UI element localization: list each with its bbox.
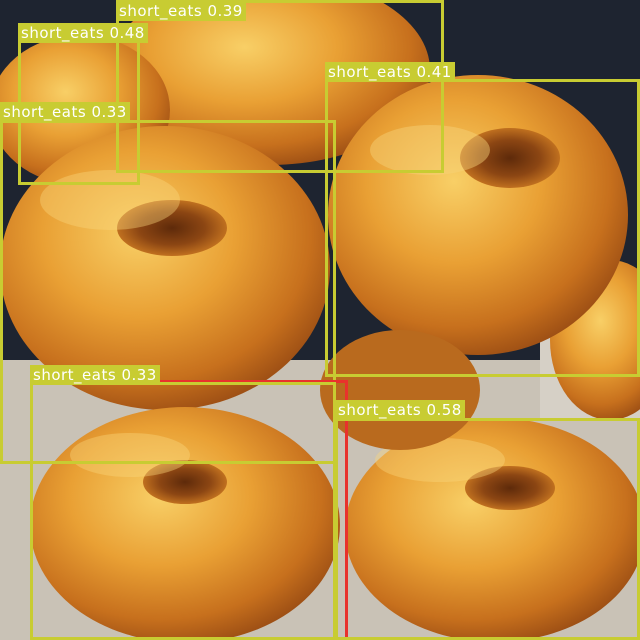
detection-label: short_eats 0.33 xyxy=(0,102,130,122)
detection-score: 0.48 xyxy=(109,24,145,42)
detection-box xyxy=(335,418,640,640)
detection-score: 0.33 xyxy=(121,366,157,384)
detection-label: short_eats 0.39 xyxy=(116,1,246,21)
donut-back-top xyxy=(110,0,430,165)
detection-box xyxy=(30,382,336,640)
detection-score: 0.41 xyxy=(416,63,452,81)
detection-label: short_eats 0.58 xyxy=(335,400,465,420)
detection-class: short_eats xyxy=(338,401,422,419)
detection-box xyxy=(325,79,640,377)
detection-class: short_eats xyxy=(33,366,117,384)
detection-label: short_eats 0.41 xyxy=(325,62,455,82)
donut-bottom-center xyxy=(30,407,340,640)
detection-box xyxy=(0,120,336,464)
detection-class: short_eats xyxy=(328,63,412,81)
detection-label: short_eats 0.33 xyxy=(30,365,160,385)
detection-class: short_eats xyxy=(21,24,105,42)
donut-right-upper xyxy=(328,75,628,355)
donut-bottom-right xyxy=(345,418,640,640)
detection-box xyxy=(116,0,444,173)
detection-score: 0.39 xyxy=(207,2,243,20)
detection-score: 0.58 xyxy=(426,401,462,419)
detection-label: short_eats 0.48 xyxy=(18,23,148,43)
detection-class: short_eats xyxy=(3,103,87,121)
detection-class: short_eats xyxy=(119,2,203,20)
detection-score: 0.33 xyxy=(91,103,127,121)
donut-left-main xyxy=(0,126,330,410)
